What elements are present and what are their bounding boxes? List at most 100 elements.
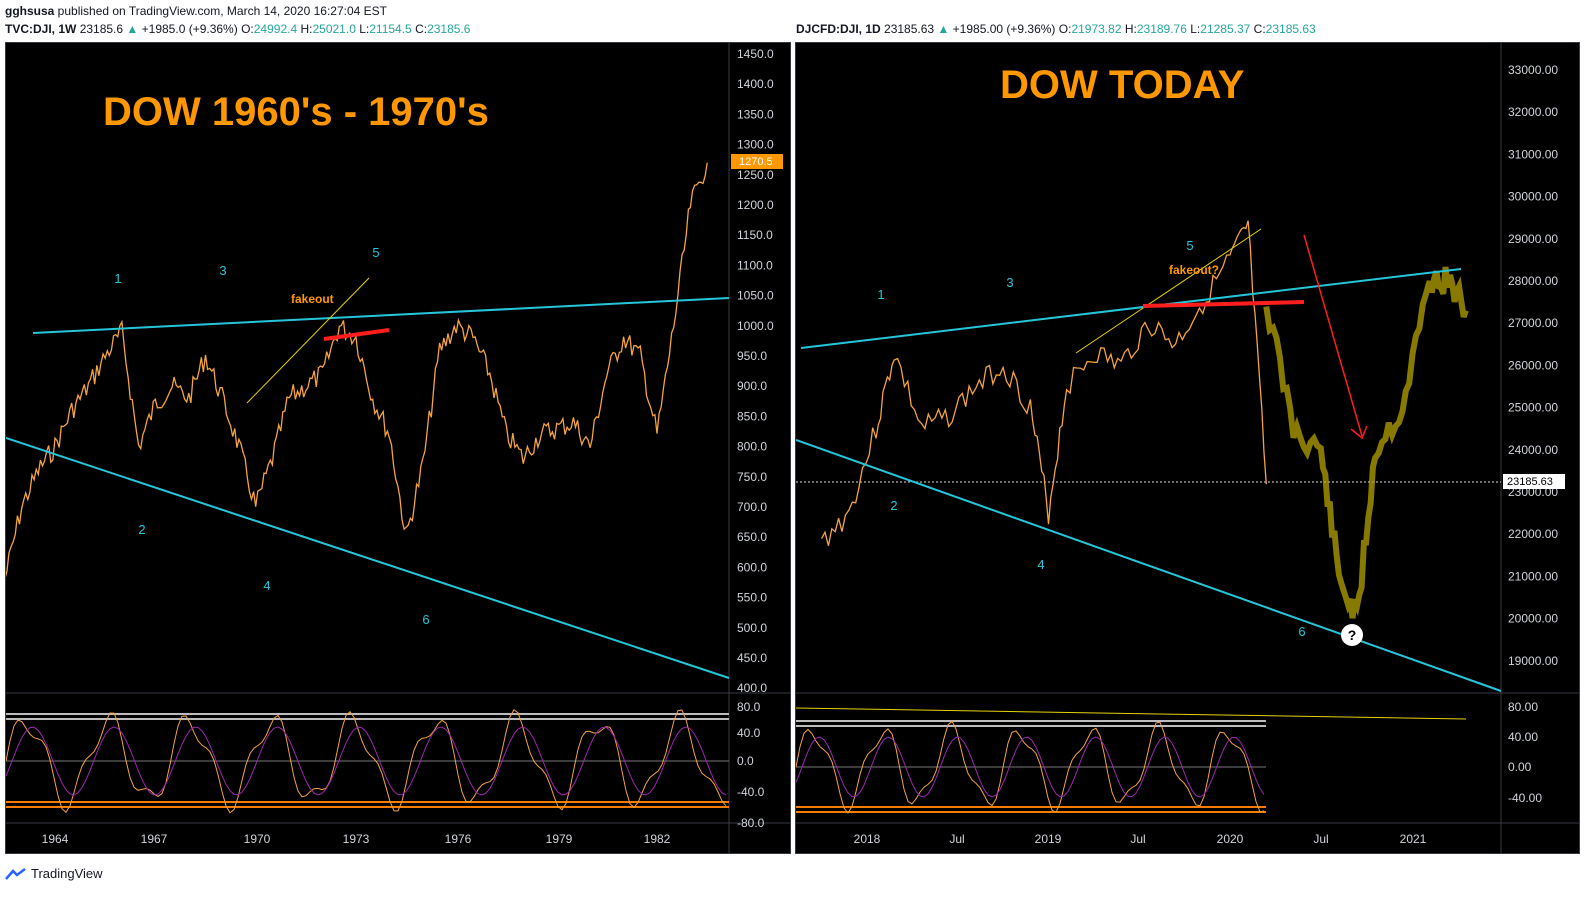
price-tick-label: 1450.0 [737, 47, 774, 61]
fakeout-line[interactable] [323, 328, 390, 341]
left-symbol[interactable]: TVC:DJI, 1W [5, 22, 77, 36]
left-c-label: C: [415, 22, 428, 36]
right-low: 21285.37 [1200, 22, 1251, 36]
price-tick-label: 550.0 [737, 591, 767, 605]
right-chart-panel[interactable]: 33000.00 32000.00 31000.00 30000.00 29000.00… [795, 42, 1580, 854]
up-arrow-icon: ▲ [937, 22, 950, 36]
right-change: +1985.00 (+9.36%) [952, 22, 1056, 36]
left-quote-line: TVC:DJI, 1W 23185.6 ▲ +1985.0 (+9.36%) O… [5, 22, 470, 36]
right-price: 23185.63 [884, 22, 935, 36]
price-tick-label: 1100.0 [737, 258, 773, 272]
wave-label-3: 3 [1006, 275, 1013, 290]
published-line: gghsusa published on TradingView.com, Ma… [5, 4, 387, 18]
chart-title: DOW TODAY [1000, 63, 1245, 107]
divergence-line [795, 707, 1467, 720]
price-tick-label: 1050.0 [737, 289, 774, 303]
right-symbol[interactable]: DJCFD:DJI, 1D [796, 22, 881, 36]
right-quote-line: DJCFD:DJI, 1D 23185.63 ▲ +1985.00 (+9.36… [796, 22, 1316, 36]
right-close: 23185.63 [1265, 22, 1316, 36]
price-tick-label: 27000.00 [1508, 316, 1558, 330]
wave-label-6: 6 [1298, 624, 1305, 639]
red-arrow-head-icon [1350, 425, 1368, 440]
lower-trendline[interactable] [795, 439, 1502, 692]
oscillator-tick-label: 0.0 [737, 754, 754, 768]
wave-label-5: 5 [1186, 238, 1193, 253]
time-tick-label: Jul [1130, 832, 1145, 846]
oscillator-tick-label: 0.00 [1508, 760, 1532, 774]
price-axis[interactable]: 1450.0 1400.0 1350.0 1300.0 1250.0 1200.0 1150… [737, 47, 774, 695]
price-tick-label: 400.0 [737, 681, 767, 695]
wave-label-1: 1 [114, 271, 121, 286]
right-c-label: C: [1253, 22, 1266, 36]
left-low: 21154.5 [369, 22, 412, 36]
wedge-line[interactable] [1075, 228, 1262, 354]
price-tick-label: 1300.0 [737, 138, 774, 152]
left-close: 23185.6 [427, 22, 471, 36]
question-circle-icon[interactable] [1341, 624, 1363, 646]
last-price-badge [731, 154, 783, 169]
upper-trendline[interactable] [32, 297, 730, 334]
price-tick-label: 1350.0 [737, 107, 774, 121]
wedge-line[interactable] [246, 277, 370, 404]
oscillator-pane [795, 707, 1467, 814]
question-mark: ? [1348, 627, 1357, 643]
left-h-label: H: [300, 22, 313, 36]
time-tick-label: 2020 [1217, 832, 1244, 846]
tradingview-footer[interactable]: TradingView [5, 866, 103, 881]
left-price: 23185.6 [79, 22, 124, 36]
red-arrow-shaft[interactable] [1303, 234, 1363, 437]
wave-label-2: 2 [138, 522, 145, 537]
oscillator-axis: 80.00 40.00 0.00 -40.00 [1508, 700, 1542, 805]
right-chart-svg[interactable]: 33000.00 32000.00 31000.00 30000.00 29000.00… [795, 43, 1579, 853]
last-price-label: 23185.63 [1507, 476, 1553, 488]
left-change: +1985.0 (+9.36%) [141, 22, 238, 36]
left-chart-svg[interactable]: 1450.01400.01350.01300.01250.01200.01150… [4, 43, 790, 853]
last-price-badge [1503, 474, 1565, 489]
wave-label-5: 5 [372, 245, 379, 260]
published-date: published on TradingView.com, March 14, … [54, 4, 387, 18]
last-price-label: 1270.5 [739, 156, 773, 168]
time-tick-label: 1970 [244, 832, 271, 846]
price-series-line [4, 162, 708, 580]
right-l-label: L: [1190, 22, 1201, 36]
time-axis[interactable]: 1964 1967 1970 1973 1976 1979 1982 [42, 832, 671, 846]
stoch-k-line [795, 720, 1265, 814]
price-tick-label: 1000.0 [737, 319, 774, 333]
wave-label-4: 4 [1037, 557, 1044, 572]
stoch-k-line [5, 708, 727, 814]
price-tick-label: 1150.0 [737, 228, 773, 242]
left-high: 25021.0 [312, 22, 356, 36]
right-h-label: H: [1124, 22, 1137, 36]
oscillator-axis: 80.0 40.0 0.0 -40.0 -80.0 [737, 700, 765, 830]
publisher-name[interactable]: gghsusa [5, 4, 55, 18]
up-arrow-icon: ▲ [126, 22, 139, 36]
oscillator-tick-label: 40.0 [737, 726, 761, 740]
left-o-label: O: [241, 22, 254, 36]
time-tick-label: Jul [949, 832, 964, 846]
left-chart-panel[interactable]: 1450.0 1400.0 1350.0 1300.0 1250.0 1200.0 1150… [4, 42, 791, 854]
right-o-label: O: [1058, 22, 1072, 36]
price-tick-label: 24000.00 [1508, 443, 1558, 457]
upper-trendline[interactable] [800, 268, 1462, 349]
price-axis[interactable]: 33000.00 32000.00 31000.00 30000.00 29000.00… [1508, 63, 1558, 668]
time-tick-label: 2018 [854, 832, 881, 846]
stoch-d-line [795, 736, 1265, 798]
price-tick-label: 900.0 [737, 379, 767, 393]
price-tick-label: 1400.0 [737, 77, 774, 91]
time-tick-label: 1967 [141, 832, 168, 846]
wave-label-1: 1 [877, 287, 884, 302]
fakeout-label: fakeout [291, 292, 334, 306]
price-tick-label: 850.0 [737, 409, 767, 423]
price-tick-label: 650.0 [737, 530, 767, 544]
price-series-line [821, 220, 1267, 546]
time-tick-label: 1976 [445, 832, 472, 846]
lower-trendline[interactable] [5, 437, 730, 679]
price-tick-label: 28000.00 [1508, 274, 1558, 288]
oscillator-tick-label: -40.0 [737, 785, 765, 799]
oscillator-tick-label: 40.00 [1508, 730, 1538, 744]
fakeout-line[interactable] [1142, 300, 1305, 308]
time-tick-label: 2019 [1035, 832, 1062, 846]
time-axis[interactable]: 2018 Jul 2019 Jul 2020 Jul 2021 [854, 832, 1427, 846]
price-tick-label: 20000.00 [1508, 612, 1558, 626]
time-tick-label: 1973 [343, 832, 370, 846]
